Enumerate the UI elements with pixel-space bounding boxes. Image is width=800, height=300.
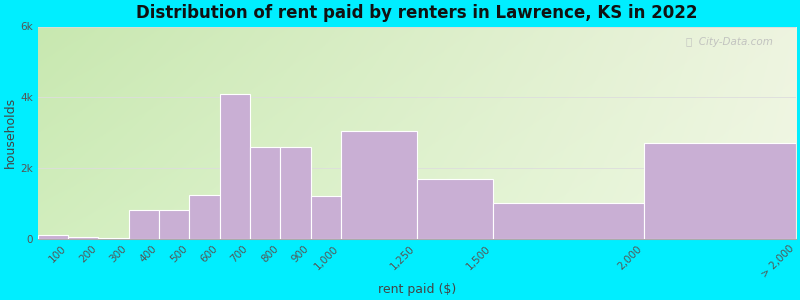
Text: ⓘ  City-Data.com: ⓘ City-Data.com	[686, 37, 773, 47]
Bar	[190, 195, 219, 239]
Bar	[280, 147, 310, 239]
Bar	[68, 237, 98, 239]
Bar	[38, 235, 68, 239]
Title: Distribution of rent paid by renters in Lawrence, KS in 2022: Distribution of rent paid by renters in …	[136, 4, 698, 22]
Bar	[219, 94, 250, 239]
Bar	[644, 143, 796, 239]
Bar	[129, 211, 159, 239]
Bar	[417, 178, 493, 239]
Bar	[98, 238, 129, 239]
Bar	[159, 210, 190, 239]
Bar	[493, 203, 644, 239]
Bar	[310, 196, 341, 239]
Y-axis label: households: households	[4, 97, 17, 168]
X-axis label: rent paid ($): rent paid ($)	[378, 283, 456, 296]
Bar	[250, 147, 280, 239]
Bar	[341, 131, 417, 239]
